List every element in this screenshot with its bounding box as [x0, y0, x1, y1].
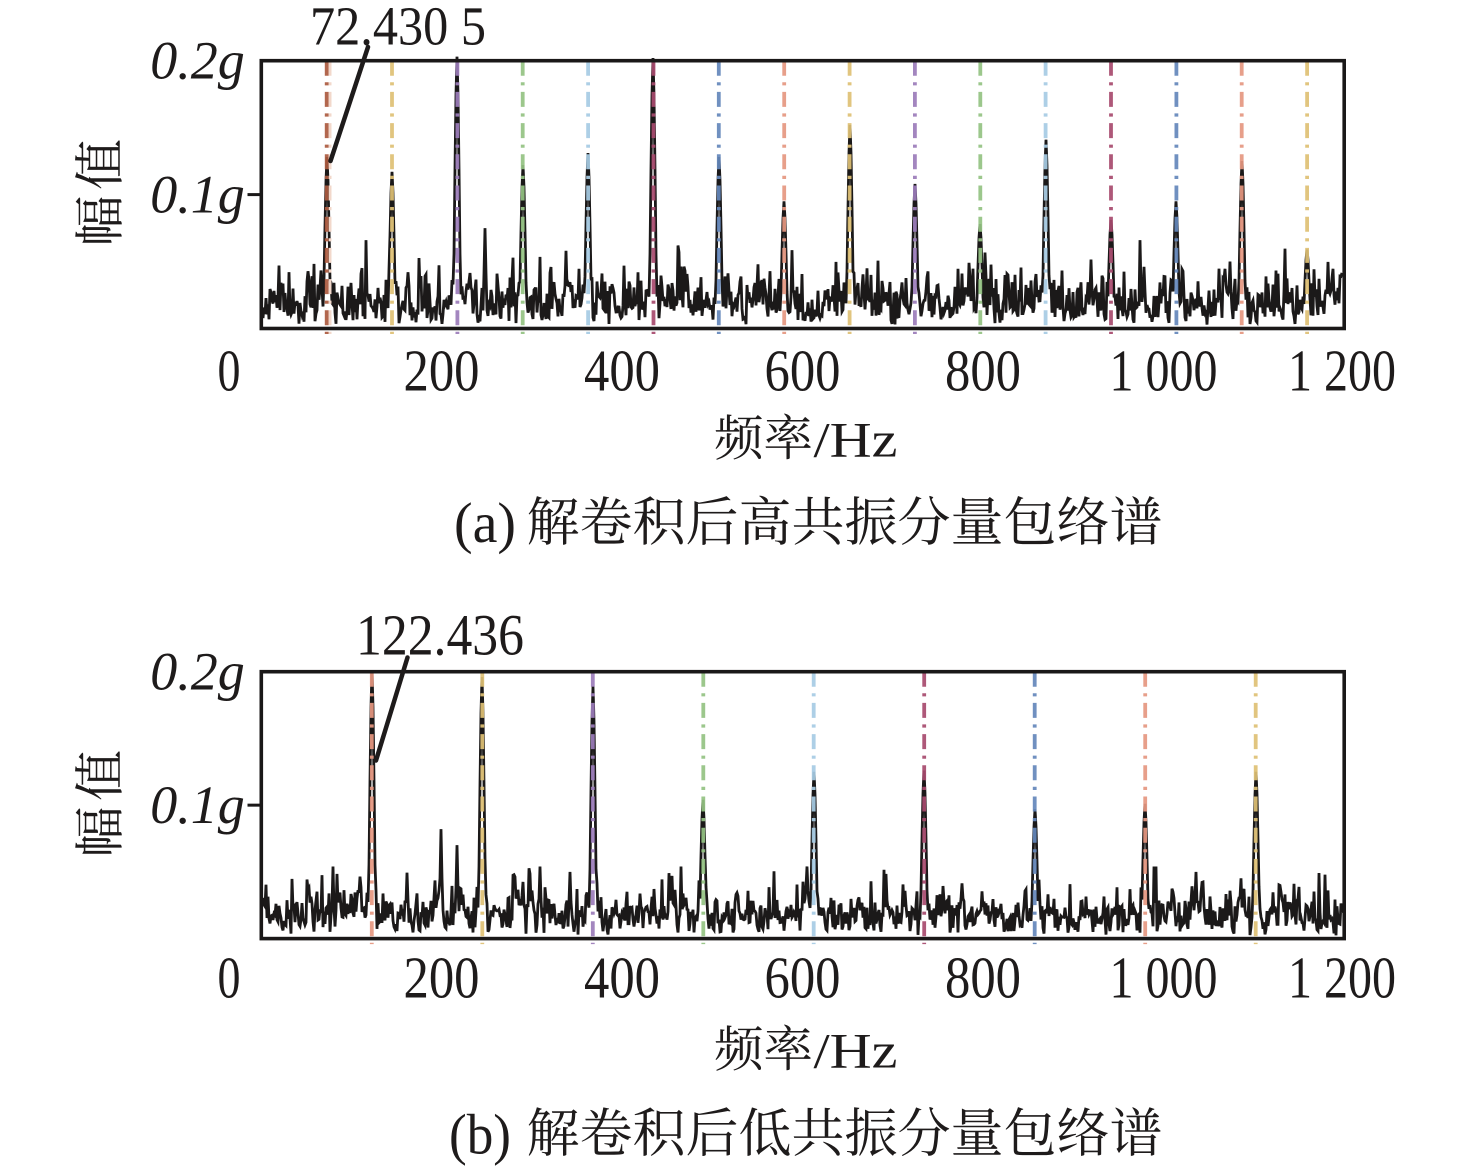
svg-text:122.436: 122.436: [356, 603, 524, 668]
svg-text:400: 400: [584, 338, 660, 404]
svg-text:/Hz: /Hz: [814, 413, 898, 468]
svg-text:200: 200: [404, 945, 480, 1011]
svg-text:0.2g: 0.2g: [150, 642, 245, 702]
svg-text:72.430 5: 72.430 5: [310, 0, 486, 56]
svg-text:(a): (a): [454, 492, 516, 555]
svg-text:/Hz: /Hz: [814, 1024, 898, 1079]
svg-text:400: 400: [584, 945, 660, 1011]
svg-text:200: 200: [404, 338, 480, 404]
svg-text:0: 0: [218, 338, 241, 404]
svg-text:0.2g: 0.2g: [150, 31, 245, 91]
svg-text:600: 600: [765, 945, 841, 1011]
svg-text:800: 800: [945, 338, 1021, 404]
svg-text:1 000: 1 000: [1110, 945, 1218, 1011]
svg-text:(b): (b): [449, 1104, 511, 1167]
svg-text:0: 0: [218, 945, 241, 1011]
svg-text:1 200: 1 200: [1288, 945, 1396, 1011]
svg-text:800: 800: [945, 945, 1021, 1011]
svg-text:0.1g: 0.1g: [150, 775, 245, 835]
svg-text:1 000: 1 000: [1110, 338, 1218, 404]
svg-text:0.1g: 0.1g: [150, 164, 245, 224]
svg-text:1 200: 1 200: [1288, 338, 1396, 404]
svg-text:600: 600: [765, 338, 841, 404]
